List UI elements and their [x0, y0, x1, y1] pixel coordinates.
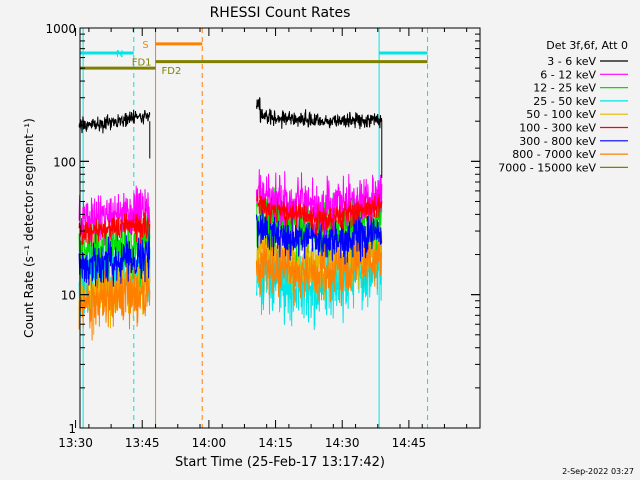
flag-label: N: [116, 49, 123, 60]
legend-entry-label: 300 - 800 keV: [519, 135, 596, 148]
x-tick-label: 14:30: [325, 436, 360, 450]
series-line: [255, 206, 383, 265]
y-tick-label: 1: [68, 422, 76, 436]
chart-title: RHESSI Count Rates: [210, 5, 351, 21]
x-tick-label: 14:45: [392, 436, 427, 450]
y-tick-label: 1000: [45, 22, 76, 36]
series-line: [78, 109, 151, 134]
y-tick-label: 10: [61, 289, 76, 303]
y-tick-label: 100: [53, 155, 76, 169]
x-axis-label: Start Time (25-Feb-17 13:17:42): [175, 455, 385, 470]
legend-entry-label: 50 - 100 keV: [526, 108, 596, 121]
legend-entry-label: 7000 - 15000 keV: [498, 161, 596, 174]
footer-date: 2-Sep-2022 03:27: [562, 467, 634, 476]
plot-frame: [79, 27, 481, 429]
x-tick-label: 14:15: [258, 436, 293, 450]
series-line: [78, 227, 151, 287]
plot-area: N S FD1 FD2: [78, 28, 429, 428]
legend-entry-label: 3 - 6 keV: [547, 55, 596, 68]
flag-label: S: [142, 40, 148, 51]
legend-entry-label: 6 - 12 keV: [540, 68, 596, 81]
legend-entry-label: 800 - 7000 keV: [512, 148, 596, 161]
y-axis-label: Count Rate (s⁻¹ detector segment⁻¹): [22, 118, 36, 338]
legend-entry-label: 25 - 50 keV: [533, 95, 596, 108]
series-line: [256, 189, 383, 236]
series-line: [255, 97, 383, 130]
legend-entry-label: 100 - 300 keV: [519, 122, 596, 135]
x-tick-label: 13:45: [125, 436, 160, 450]
legend-entry-label: 12 - 25 keV: [533, 82, 596, 95]
flag-label: FD2: [162, 66, 182, 77]
x-tick-label: 14:00: [192, 436, 227, 450]
series-line: [78, 208, 151, 247]
legend-header: Det 3f,6f, Att 0: [546, 39, 628, 52]
axes: 1 10 100 1000 13:30 13:45 14:00 14:15 14:30 14:45: [45, 22, 480, 450]
x-tick-label: 13:30: [58, 436, 93, 450]
flag-label: FD1: [132, 58, 152, 69]
series-line: [78, 262, 151, 341]
